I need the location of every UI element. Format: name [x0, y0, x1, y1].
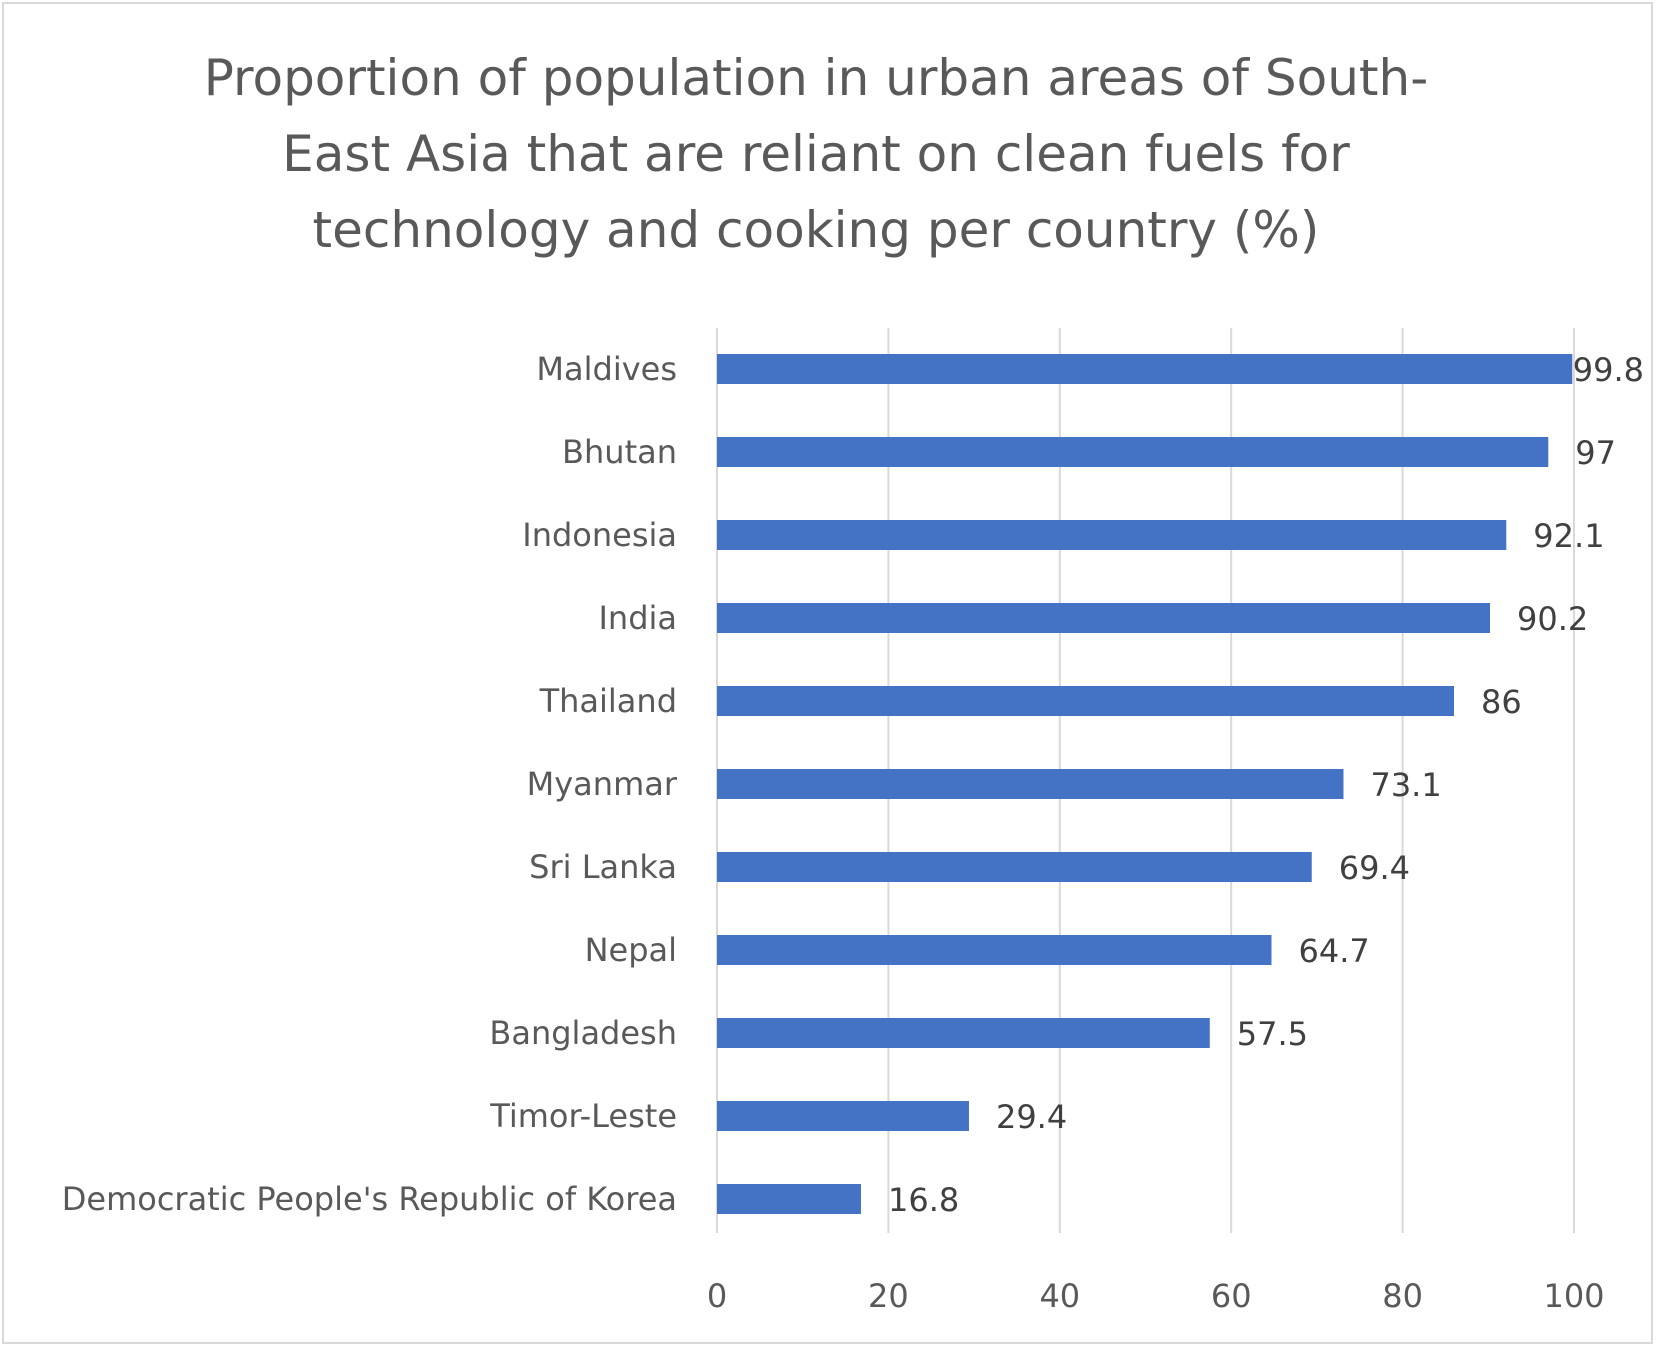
bar-10 [717, 1184, 861, 1214]
category-labels: Maldives Bhutan Indonesia India Thailand Myan… [62, 350, 678, 1218]
bar-0 [717, 354, 1573, 384]
x-tick-label-100: 100 [1543, 1277, 1604, 1315]
chart-title: Proportion of population in urban areas … [100, 40, 1532, 268]
data-label-7: 64.7 [1298, 932, 1369, 970]
x-tick-label-60: 60 [1211, 1277, 1252, 1315]
data-label-1: 97 [1575, 434, 1616, 472]
data-label-2: 92.1 [1533, 517, 1604, 555]
bar-5 [717, 769, 1344, 799]
data-label-8: 57.5 [1237, 1015, 1308, 1053]
x-tick-label-80: 80 [1382, 1277, 1423, 1315]
bar-3 [717, 603, 1491, 633]
category-label-4: Thailand [539, 682, 677, 720]
chart-title-line-2: East Asia that are reliant on clean fuel… [282, 125, 1350, 183]
category-label-1: Bhutan [562, 433, 677, 471]
category-label-2: Indonesia [522, 516, 677, 554]
data-label-4: 86 [1481, 683, 1522, 721]
bars [717, 354, 1573, 1214]
category-label-10: Democratic People's Republic of Korea [62, 1180, 677, 1218]
category-label-3: India [598, 599, 677, 637]
chart-title-line-1: Proportion of population in urban areas … [203, 49, 1429, 107]
data-label-0: 99.8 [1573, 351, 1644, 389]
data-label-10: 16.8 [888, 1181, 959, 1219]
x-tick-label-40: 40 [1039, 1277, 1080, 1315]
bar-9 [717, 1101, 969, 1131]
x-axis-tick-labels: 0 20 40 60 80 100 [707, 1277, 1605, 1315]
data-label-9: 29.4 [996, 1098, 1067, 1136]
data-label-3: 90.2 [1517, 600, 1588, 638]
bar-6 [717, 852, 1312, 882]
category-label-6: Sri Lanka [529, 848, 677, 886]
data-labels: 99.8 97 92.1 90.2 86 73.1 69.4 64.7 57.5 29.4 16.8 [888, 351, 1644, 1219]
category-label-0: Maldives [536, 350, 677, 388]
category-label-8: Bangladesh [489, 1014, 677, 1052]
bar-2 [717, 520, 1507, 550]
category-label-5: Myanmar [527, 765, 678, 803]
data-label-6: 69.4 [1339, 849, 1410, 887]
x-tick-label-20: 20 [868, 1277, 909, 1315]
chart-title-line-3: technology and cooking per country (%) [312, 201, 1320, 259]
bar-7 [717, 935, 1272, 965]
category-label-7: Nepal [585, 931, 677, 969]
x-tick-label-0: 0 [707, 1277, 727, 1315]
data-label-5: 73.1 [1370, 766, 1441, 804]
bar-8 [717, 1018, 1210, 1048]
bar-1 [717, 437, 1549, 467]
category-label-9: Timor-Leste [489, 1097, 677, 1135]
bar-4 [717, 686, 1455, 716]
